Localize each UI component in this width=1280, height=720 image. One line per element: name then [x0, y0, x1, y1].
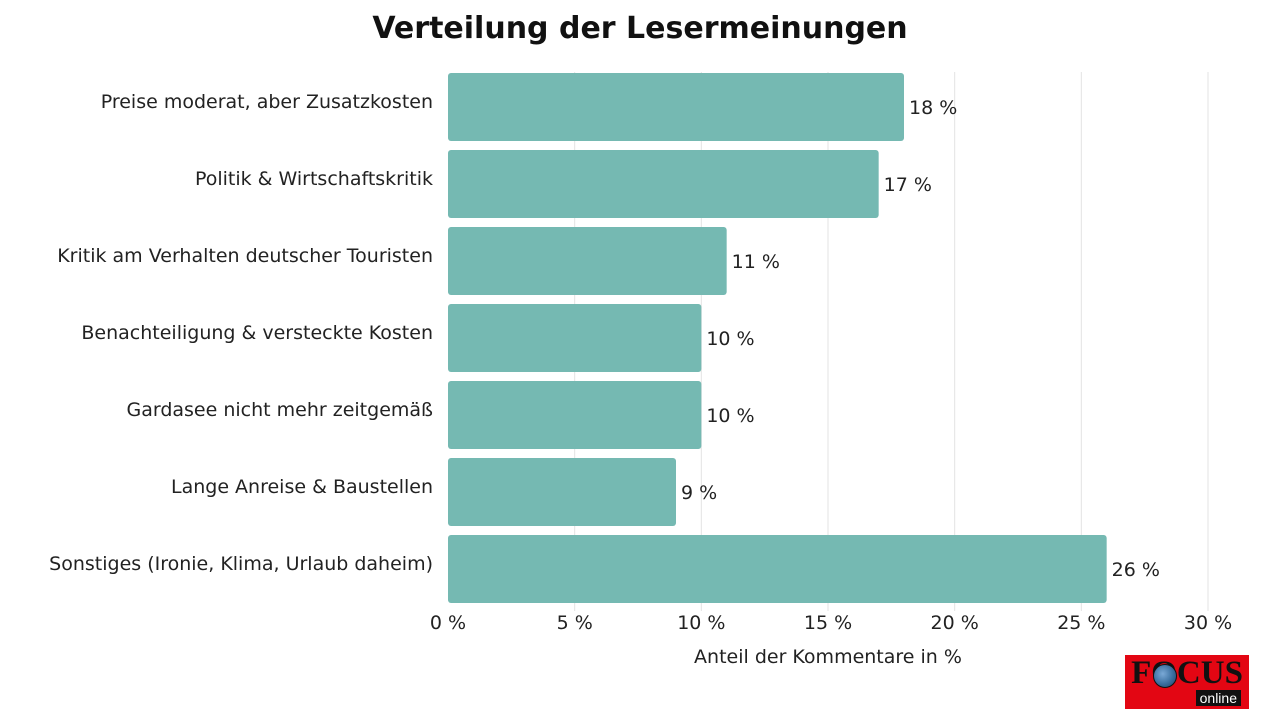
bars: 18 % 17 % 11 % 10 % 10 % 9 % 26 %	[448, 73, 1160, 603]
focus-online-logo: FOCUS online	[1125, 655, 1249, 709]
chart-title: Verteilung der Lesermeinungen	[372, 11, 907, 46]
category-label: Kritik am Verhalten deutscher Touristen	[57, 245, 433, 267]
bar	[448, 381, 702, 449]
value-label: 10 %	[706, 328, 754, 350]
category-label: Lange Anreise & Baustellen	[171, 476, 433, 498]
bar	[448, 535, 1107, 603]
bar	[448, 73, 904, 141]
x-tick-label: 15 %	[804, 612, 852, 634]
category-label: Preise moderat, aber Zusatzkosten	[101, 91, 433, 113]
x-tick-label: 30 %	[1184, 612, 1232, 634]
bar	[448, 150, 879, 218]
value-label: 18 %	[909, 97, 957, 119]
x-tick-label: 10 %	[677, 612, 725, 634]
bar	[448, 304, 702, 372]
category-label: Sonstiges (Ironie, Klima, Urlaub daheim)	[49, 553, 433, 575]
logo-wordmark: FOCUS	[1131, 655, 1243, 691]
value-label: 11 %	[732, 251, 780, 273]
x-axis-ticks: 0 % 5 % 10 % 15 % 20 % 25 % 30 %	[430, 612, 1232, 634]
bar	[448, 458, 676, 526]
x-tick-label: 25 %	[1057, 612, 1105, 634]
x-tick-label: 5 %	[557, 612, 593, 634]
value-label: 26 %	[1112, 559, 1160, 581]
category-label: Benachteiligung & versteckte Kosten	[81, 322, 433, 344]
value-label: 10 %	[706, 405, 754, 427]
x-axis-title: Anteil der Kommentare in %	[694, 646, 962, 668]
globe-icon	[1153, 664, 1177, 688]
value-label: 9 %	[681, 482, 717, 504]
x-tick-label: 20 %	[931, 612, 979, 634]
x-tick-label: 0 %	[430, 612, 466, 634]
bar	[448, 227, 727, 295]
category-labels: Preise moderat, aber Zusatzkosten Politik…	[49, 91, 433, 575]
logo-subtext: online	[1195, 690, 1241, 706]
category-label: Politik & Wirtschaftskritik	[195, 168, 433, 190]
category-label: Gardasee nicht mehr zeitgemäß	[126, 399, 433, 421]
value-label: 17 %	[884, 174, 932, 196]
